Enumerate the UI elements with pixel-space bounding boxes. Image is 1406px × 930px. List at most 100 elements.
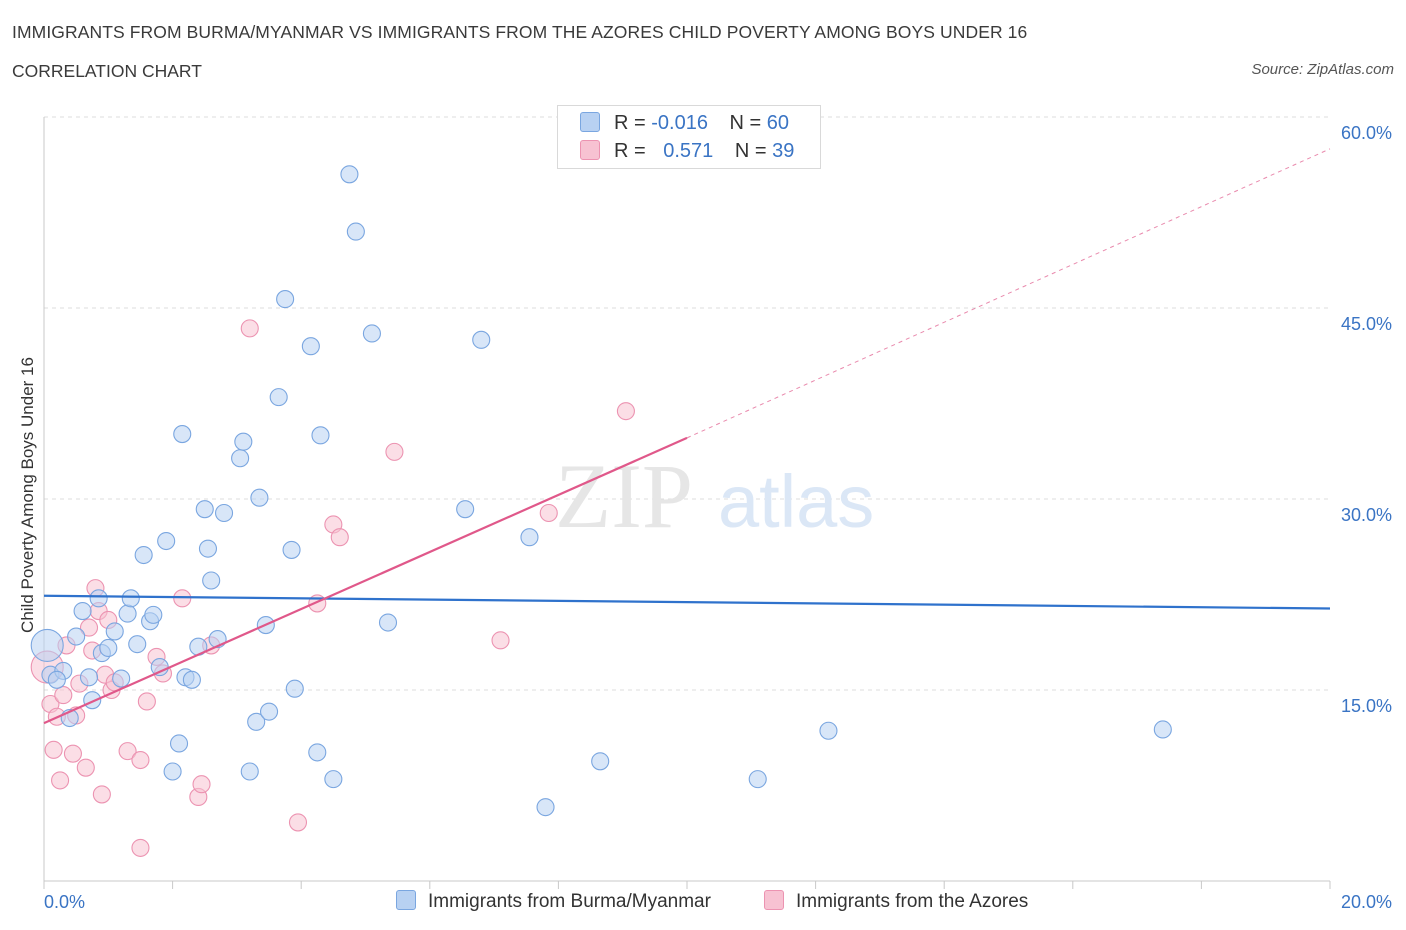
burma-r-label: R = <box>614 112 646 134</box>
burma-point-11 <box>105 622 124 641</box>
stats-legend-row-azores: R = 0.571 N = 39 <box>580 140 794 164</box>
burma-point-16 <box>134 545 153 565</box>
azores-point-35 <box>491 631 510 650</box>
burma-points <box>30 165 1172 817</box>
stats-legend: R = -0.016 N = 60 R = 0.571 N = 39 <box>557 105 821 169</box>
azores-n-value: 39 <box>772 140 795 162</box>
azores-point-5 <box>54 686 73 705</box>
azores-trend-line <box>43 436 688 725</box>
azores-point-25 <box>173 589 192 608</box>
burma-point-58 <box>1153 720 1172 739</box>
burma-point-50 <box>378 613 398 632</box>
burma-point-47 <box>340 165 359 184</box>
azores-point-7 <box>63 744 82 763</box>
x-tick-label-0: 0.0% <box>44 892 85 912</box>
burma-point-49 <box>362 324 381 343</box>
burma-point-31 <box>214 503 234 523</box>
azores-point-27 <box>192 775 211 794</box>
azores-point-20 <box>118 742 137 761</box>
burma-point-35 <box>247 712 266 731</box>
burma-point-44 <box>308 743 327 762</box>
grid-lines <box>44 116 1330 691</box>
y-tick-label-1: 30.0% <box>1341 505 1392 525</box>
burma-point-22 <box>169 734 189 753</box>
burma-point-25 <box>182 670 201 689</box>
legend-azores-swatch <box>764 890 784 910</box>
azores-n-label: N = <box>734 140 767 162</box>
burma-point-48 <box>346 222 365 241</box>
burma-point-41 <box>282 540 301 559</box>
azores-point-15 <box>92 785 111 804</box>
azores-point-4 <box>51 771 70 790</box>
burma-point-51 <box>456 500 475 519</box>
burma-point-8 <box>89 589 108 608</box>
watermark: ZIP atlas <box>555 445 874 547</box>
burma-point-54 <box>536 798 555 817</box>
burma-point-12 <box>112 669 131 688</box>
burma-point-34 <box>240 762 259 781</box>
azores-point-2 <box>44 740 63 759</box>
legend-item-azores: Immigrants from the Azores <box>764 890 1028 914</box>
chart-title: IMMIGRANTS FROM BURMA/MYANMAR VS IMMIGRA… <box>12 22 1028 42</box>
legend-burma-swatch <box>396 890 416 910</box>
azores-point-22 <box>137 692 156 711</box>
burma-point-18 <box>144 605 163 624</box>
azores-trend-extension <box>686 148 1331 439</box>
burma-point-38 <box>259 702 279 721</box>
azores-r-label: R = <box>614 140 646 162</box>
tick-labels: 15.0% 30.0% 45.0% 60.0% 0.0% 20.0% <box>44 123 1392 912</box>
y-tick-label-3: 60.0% <box>1341 123 1392 143</box>
y-tick-label-2: 45.0% <box>1341 314 1392 334</box>
burma-point-32 <box>231 449 250 468</box>
burma-swatch <box>580 112 600 132</box>
burma-point-55 <box>591 752 610 771</box>
burma-point-53 <box>520 528 539 547</box>
azores-point-37 <box>616 402 635 421</box>
y-axis-label: Child Poverty Among Boys Under 16 <box>18 357 37 633</box>
burma-point-52 <box>472 330 491 349</box>
burma-point-6 <box>79 668 99 687</box>
burma-point-40 <box>276 290 295 309</box>
trend-lines <box>43 148 1331 725</box>
burma-point-29 <box>202 571 221 590</box>
burma-point-45 <box>311 426 330 445</box>
burma-point-59 <box>47 670 66 689</box>
azores-point-33 <box>330 528 349 547</box>
burma-point-36 <box>250 488 269 507</box>
azores-point-38 <box>131 838 150 857</box>
azores-point-29 <box>240 319 259 338</box>
burma-trend-line <box>43 594 1331 610</box>
burma-point-46 <box>324 770 343 789</box>
burma-point-56 <box>748 770 767 789</box>
burma-point-0 <box>30 628 64 662</box>
burma-point-15 <box>128 635 147 654</box>
burma-point-13 <box>118 604 137 623</box>
burma-point-57 <box>819 721 838 740</box>
source-credit: Source: ZipAtlas.com <box>1251 61 1394 78</box>
burma-point-20 <box>157 531 176 551</box>
azores-point-11 <box>79 618 99 637</box>
burma-r-value: -0.016 <box>651 112 708 134</box>
burma-point-42 <box>285 679 304 698</box>
burma-point-14 <box>121 589 140 608</box>
watermark-zip: ZIP <box>555 445 693 547</box>
burma-point-28 <box>198 539 218 558</box>
azores-point-30 <box>288 813 308 832</box>
legend-item-burma: Immigrants from Burma/Myanmar <box>396 890 711 914</box>
azores-point-34 <box>385 442 404 461</box>
burma-point-5 <box>73 602 92 621</box>
burma-n-value: 60 <box>766 112 790 134</box>
y-tick-label-0: 15.0% <box>1341 696 1392 716</box>
azores-point-36 <box>539 503 558 523</box>
burma-n-label: N = <box>729 112 762 134</box>
burma-point-10 <box>99 638 118 658</box>
burma-point-19 <box>150 658 169 677</box>
stats-legend-row-burma: R = -0.016 N = 60 <box>580 112 789 136</box>
legend-burma-label: Immigrants from Burma/Myanmar <box>428 891 711 912</box>
burma-point-23 <box>173 425 192 444</box>
axes <box>43 117 1331 889</box>
burma-point-33 <box>234 432 253 451</box>
azores-swatch <box>580 140 600 160</box>
x-tick-label-1: 20.0% <box>1341 892 1392 912</box>
